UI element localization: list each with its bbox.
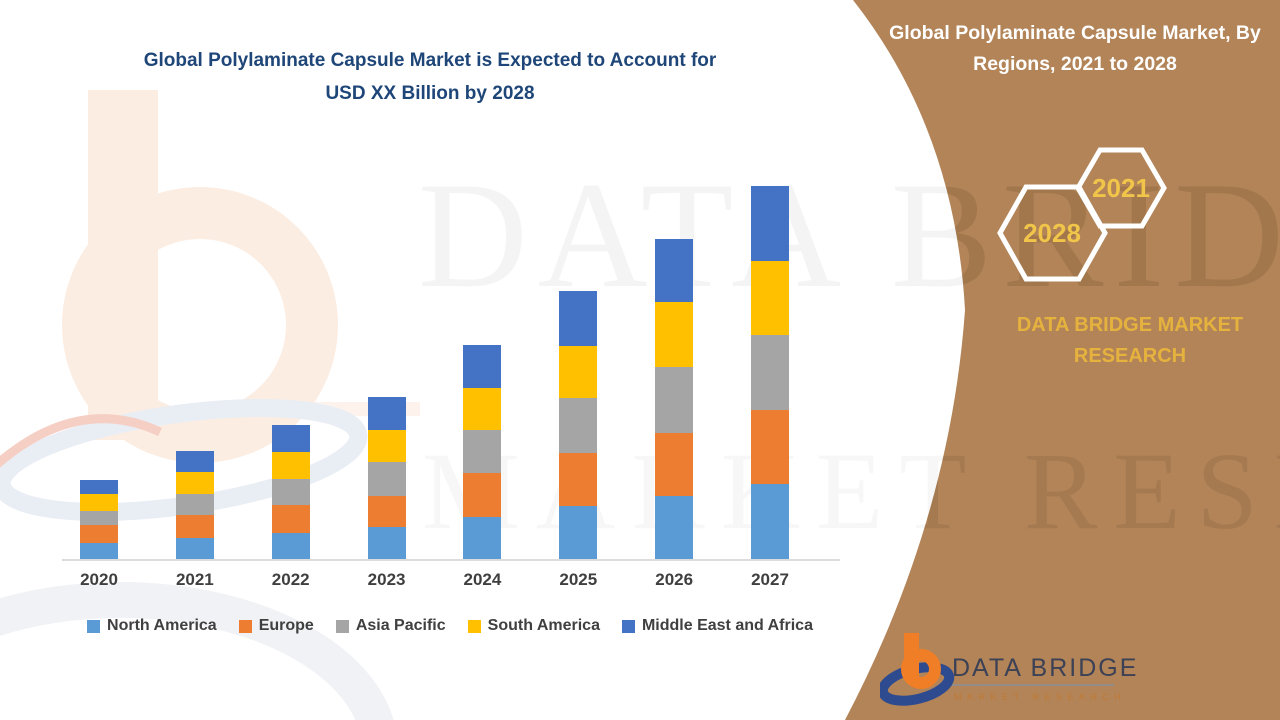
legend-label: Europe (258, 617, 314, 634)
bar-segment-south-america (559, 346, 598, 398)
legend-item-asia-pacific: Asia Pacific (335, 617, 446, 635)
x-axis-label: 2026 (655, 570, 694, 589)
bar-segment-middle-east-and-africa (751, 186, 790, 261)
brand-wordmark-line2: RESEARCH (1073, 345, 1187, 367)
legend-swatch (238, 619, 252, 633)
bar-segment-north-america (367, 527, 406, 560)
hexagon-2028-badge (997, 184, 1108, 282)
legend-swatch (467, 619, 481, 633)
bar-segment-europe (175, 515, 214, 538)
logo-subtitle: MARKET RESEARCH (954, 692, 1126, 702)
bar-segment-asia-pacific (367, 462, 406, 496)
bar-segment-middle-east-and-africa (463, 345, 502, 388)
bar-segment-south-america (175, 472, 214, 494)
bar-segment-middle-east-and-africa (271, 425, 310, 452)
bar-2021 (175, 451, 214, 560)
chart-title-line1: Global Polylaminate Capsule Market is Ex… (143, 50, 717, 71)
hexagon-2021-label: 2021 (1092, 173, 1150, 203)
bar-segment-north-america (559, 506, 598, 560)
logo-title: DATA BRIDGE (952, 654, 1138, 682)
bar-2024 (463, 345, 502, 560)
legend-item-south-america: South America (467, 617, 600, 635)
bar-segment-europe (559, 453, 598, 506)
bar-segment-europe (271, 505, 310, 533)
x-axis-label: 2025 (559, 570, 598, 589)
bar-segment-middle-east-and-africa (367, 397, 406, 430)
bar-segment-europe (367, 496, 406, 527)
legend-item-middle-east-and-africa: Middle East and Africa (621, 617, 813, 635)
x-axis-label: 2022 (271, 570, 310, 589)
bar-segment-asia-pacific (655, 367, 694, 433)
chart-title-line2: USD XX Billion by 2028 (325, 83, 535, 104)
x-axis-label: 2020 (80, 570, 118, 589)
bar-segment-south-america (80, 494, 118, 511)
bar-segment-europe (463, 473, 502, 517)
legend-swatch (335, 619, 349, 633)
bar-segment-north-america (463, 517, 502, 560)
hexagon-badges: 2021 2028 (997, 147, 1167, 282)
x-axis-label: 2027 (751, 570, 789, 589)
bar-2026 (655, 239, 694, 560)
bar-segment-asia-pacific (271, 479, 310, 505)
brand-wordmark: DATA BRIDGE MARKET RESEARCH (985, 310, 1275, 372)
bar-2023 (367, 397, 406, 560)
bar-segment-north-america (655, 496, 694, 560)
legend-item-north-america: North America (87, 617, 217, 635)
bar-segment-north-america (175, 538, 214, 560)
x-axis-label: 2021 (175, 570, 214, 589)
bar-segment-europe (655, 433, 694, 496)
bar-segment-north-america (271, 533, 310, 560)
bar-segment-asia-pacific (463, 430, 502, 473)
bar-segment-middle-east-and-africa (655, 239, 694, 302)
chart-title: Global Polylaminate Capsule Market is Ex… (40, 44, 820, 110)
bar-segment-asia-pacific (175, 494, 214, 515)
bar-2020 (80, 480, 118, 560)
bar-segment-middle-east-and-africa (80, 480, 118, 494)
x-axis-label: 2023 (367, 570, 406, 589)
bar-segment-asia-pacific (559, 398, 598, 453)
bar-segment-south-america (655, 302, 694, 367)
bar-2027 (751, 186, 790, 560)
bar-segment-north-america (80, 543, 118, 560)
legend-label: Asia Pacific (355, 617, 446, 634)
legend-item-europe: Europe (238, 617, 314, 635)
bar-segment-asia-pacific (751, 335, 790, 410)
bar-segment-south-america (271, 452, 310, 479)
bar-segment-asia-pacific (80, 511, 118, 525)
bar-segment-europe (751, 410, 790, 484)
x-axis-label: 2024 (463, 570, 502, 589)
legend-label: South America (487, 617, 600, 634)
bar-segment-south-america (463, 388, 502, 430)
legend: North America Europe Asia Pacific South Ame… (55, 617, 845, 635)
databridge-logo: DATA BRIDGE MARKET RESEARCH (880, 633, 1138, 706)
x-axis-labels: 2020 2021 2022 2023 2024 2025 2026 2027 (65, 570, 840, 594)
legend-label: North America (107, 617, 217, 634)
bar-segment-north-america (751, 484, 790, 560)
x-axis-line (62, 559, 840, 561)
brand-wordmark-line1: DATA BRIDGE MARKET (1016, 314, 1244, 336)
hexagon-2028-label: 2028 (1023, 218, 1081, 248)
bar-2025 (559, 291, 598, 560)
plot-area (65, 170, 840, 560)
bar-segment-middle-east-and-africa (175, 451, 214, 472)
legend-swatch (87, 619, 101, 633)
bar-2022 (271, 425, 310, 560)
bar-segment-middle-east-and-africa (559, 291, 598, 346)
bar-segment-south-america (751, 261, 790, 335)
bar-segment-europe (80, 525, 118, 543)
logo-b-bowl (901, 649, 941, 689)
bar-segment-south-america (367, 430, 406, 462)
legend-label: Middle East and Africa (641, 617, 813, 634)
panel-title: Global Polylaminate Capsule Market, By R… (889, 22, 1261, 75)
legend-swatch (621, 619, 635, 633)
